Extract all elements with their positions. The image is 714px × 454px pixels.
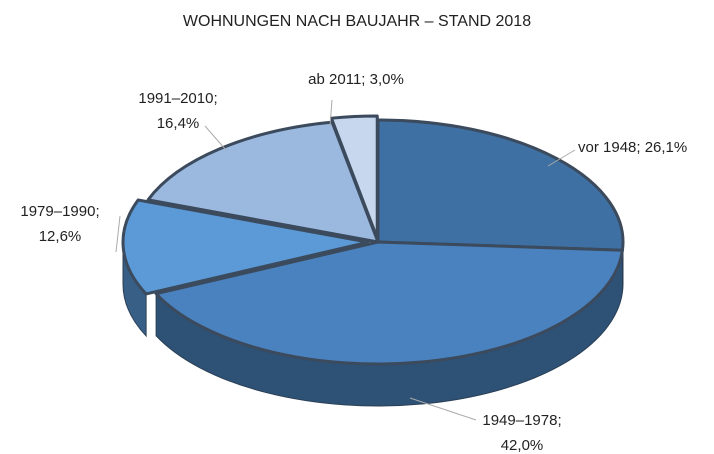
data-label: ab 2011; 3,0%: [308, 71, 404, 88]
data-label: 42,0%: [501, 437, 544, 454]
leader-line: [204, 125, 227, 151]
leader-line: [329, 99, 333, 127]
slice: [154, 240, 624, 366]
slice: [121, 198, 370, 296]
leader-line: [115, 215, 121, 253]
data-label: 1991–2010;: [138, 90, 217, 107]
slice: [376, 118, 625, 252]
data-label: vor 1948; 26,1%: [578, 139, 687, 156]
slice: [329, 114, 379, 240]
data-label: 1949–1978;: [482, 412, 561, 429]
data-label: 16,4%: [157, 115, 200, 132]
leader-line: [547, 149, 576, 167]
data-label: 12,6%: [39, 228, 82, 245]
slice: [146, 120, 380, 244]
data-label: 1979–1990;: [20, 203, 99, 220]
leader-line: [409, 397, 477, 421]
chart-title: WOHNUNGEN NACH BAUJAHR – STAND 2018: [183, 13, 531, 30]
